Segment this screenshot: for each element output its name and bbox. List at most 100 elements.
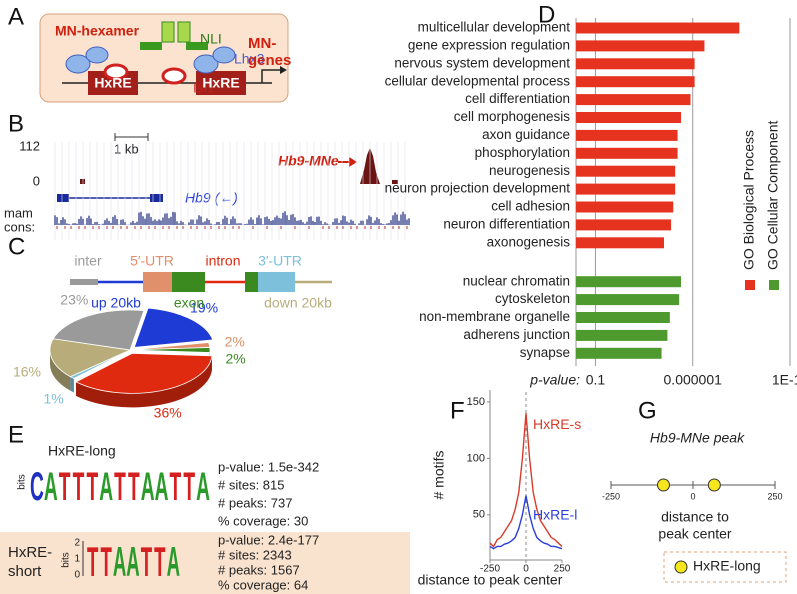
series-label: HxRE-l (533, 506, 577, 522)
motif-name: short (8, 563, 42, 580)
bar (576, 147, 678, 159)
region-label: down 20kb (264, 295, 332, 311)
slice (49, 338, 132, 378)
legend-swatch (745, 280, 755, 290)
x-tick-label: -250 (602, 491, 620, 501)
hxre-box (196, 71, 246, 95)
logo-letter-group: C (30, 464, 44, 509)
motif-name: HxRE- (8, 544, 52, 561)
logo-letter: T (59, 464, 71, 509)
logo-letter-group: A (155, 464, 169, 509)
nli-linker (140, 42, 162, 50)
diagram-title: MN-hexamer (55, 23, 140, 39)
chart-title: Hb9-MNe peak (650, 430, 745, 446)
bar (576, 237, 664, 249)
x-tick-label: 250 (767, 491, 782, 501)
gene-region (143, 272, 172, 292)
bar (576, 329, 668, 341)
series-label: HxRE-s (533, 416, 581, 432)
category-label: nuclear chromatin (463, 273, 570, 288)
panel-b: 1 kb 112 0 Hb9-MNe Hb9 (←) mam cons: (4, 133, 410, 240)
track-min: 0 (33, 173, 40, 188)
x-axis-label: p-value: (529, 372, 580, 388)
region-label: up 20kb (91, 295, 141, 311)
isl1-label: Isl1 (193, 80, 215, 96)
site-label: HxRE (94, 75, 131, 91)
region-label: inter (74, 253, 102, 269)
slice (75, 352, 213, 394)
panel-label: A (8, 3, 24, 30)
slice-shade (70, 376, 74, 393)
legend-swatch (674, 560, 688, 574)
motif-stat: % coverage: 30 (218, 513, 308, 528)
highlight-box (0, 532, 410, 594)
region-label: intron (205, 253, 240, 269)
cons-label: cons: (4, 219, 35, 234)
logo-letter-group: T (87, 539, 99, 585)
y-tick-label: 150 (467, 396, 485, 408)
scale-label: 1 kb (114, 141, 139, 156)
bar (576, 183, 676, 195)
slice (133, 307, 214, 348)
peak-arrow (349, 157, 357, 167)
legend-label: GO Biological Process (741, 130, 757, 270)
bar (576, 312, 670, 323)
category-label: axonogenesis (487, 234, 571, 249)
nli-linker (186, 42, 208, 50)
logo-letter-group: T (73, 464, 85, 509)
x-axis-label: distance to peak center (418, 572, 563, 588)
lhx3-shape (65, 54, 91, 74)
legend-label: HxRE-long (693, 558, 761, 574)
motif-stat: p-value: 2.4e-177 (218, 532, 319, 547)
x-axis-label: peak center (658, 526, 731, 542)
value-label: 2% (225, 333, 245, 349)
logo-letter-group: A (126, 539, 139, 585)
gene-label: Hb9 (←) (185, 190, 238, 206)
category-label: neuron projection development (385, 181, 571, 196)
value-label: 19% (190, 299, 218, 315)
logo-letter: A (44, 464, 58, 509)
motif-stat: % coverage: 64 (218, 577, 308, 592)
region-label: 3′-UTR (258, 253, 302, 269)
logo-letter: A (113, 539, 126, 585)
bar (576, 276, 682, 288)
region-label: 5′-UTR (130, 253, 174, 269)
panel-e: HxRE-long bits p-value: 1.5e-342 # sites… (0, 443, 410, 594)
target-label: genes (248, 52, 291, 69)
gene-region (258, 272, 295, 292)
slice (129, 347, 211, 353)
isl1-shape (161, 67, 187, 85)
motif-stat: # peaks: 737 (218, 495, 292, 510)
logo-letter: A (155, 464, 169, 509)
value-label: 1% (43, 391, 63, 407)
lhx3-shape (193, 54, 219, 74)
peak-shape (80, 179, 85, 184)
bar (576, 58, 695, 70)
x-tick-label: 0.000001 (664, 372, 723, 388)
logo-axis-tick: 1 (74, 554, 80, 565)
logo-letter: A (99, 464, 113, 509)
value-label: 23% (60, 291, 88, 307)
isl1-shape (103, 63, 129, 81)
nli-label: NLI (200, 31, 222, 47)
motif-stat: # peaks: 1567 (218, 562, 300, 577)
panel-label: F (450, 397, 465, 424)
logo-letter: T (141, 539, 153, 585)
logo-letter: A (141, 464, 155, 509)
x-tick-label: 0.1 (586, 372, 606, 388)
logo-letter: C (30, 464, 44, 509)
peak-shape (392, 180, 398, 184)
logo-letter: T (154, 539, 166, 585)
point (656, 478, 670, 492)
bar (576, 201, 674, 213)
category-label: phosphorylation (475, 145, 570, 160)
cons-label: mam (4, 205, 33, 220)
x-axis-label: distance to (661, 509, 729, 525)
lhx3-shape (85, 46, 109, 64)
bar (576, 40, 705, 52)
logo-letter: T (87, 539, 99, 585)
logo-letter: A (126, 539, 139, 585)
panel-label: D (538, 1, 555, 28)
logo-letter-group: T (128, 464, 140, 509)
value-label: 2% (225, 351, 245, 367)
